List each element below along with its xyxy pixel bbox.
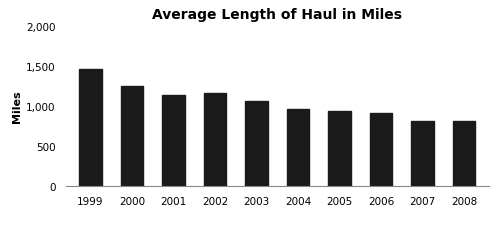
Bar — [162, 96, 185, 186]
Bar — [287, 109, 309, 186]
Y-axis label: Miles: Miles — [12, 90, 22, 123]
Bar — [369, 114, 393, 186]
Bar — [204, 94, 226, 186]
Bar — [120, 87, 143, 186]
Title: Average Length of Haul in Miles: Average Length of Haul in Miles — [152, 8, 402, 22]
Bar — [245, 102, 268, 186]
Bar — [328, 111, 351, 186]
Bar — [453, 121, 475, 186]
Bar — [79, 70, 102, 186]
Bar — [411, 122, 434, 186]
